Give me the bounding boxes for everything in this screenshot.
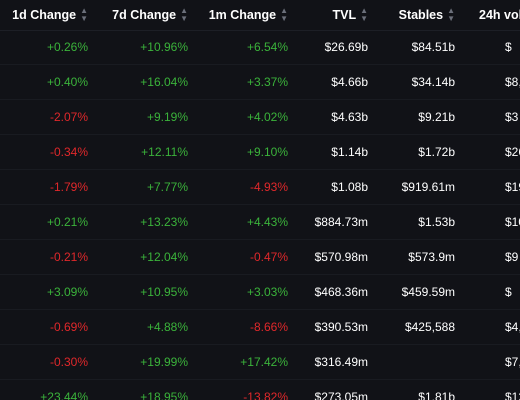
cell-stables: $425,588 [404,320,455,334]
table-row[interactable]: +23.44% +18.95% -13.82% $273.05m $1.81b … [0,380,520,400]
column-header-stables[interactable]: Stables ▲ ▼ [376,7,463,23]
cell-1d-change: +3.09% [46,285,88,299]
cell-stables: $1.72b [418,145,455,159]
sort-icon: ▲ ▼ [360,6,368,23]
cell-7d-change: +19.99% [140,355,188,369]
cell-stables: $459.59m [401,285,455,299]
column-header-24h-volume[interactable]: 24h volum [463,8,520,22]
cell-24h-volume: $3 [505,110,519,124]
cell-1d-change: -0.69% [49,320,88,334]
table-header: 1d Change ▲ ▼ 7d Change ▲ ▼ 1m Change ▲ ▼ T… [0,0,520,31]
table-row[interactable]: +0.21% +13.23% +4.43% $884.73m $1.53b $1… [0,205,520,240]
cell-24h-volume: $4,55 [505,320,520,334]
table-row[interactable]: -0.30% +19.99% +17.42% $316.49m $7,2 [0,345,520,380]
cell-1d-change: -0.21% [49,250,88,264]
cell-tvl: $316.49m [314,355,368,369]
cell-7d-change: +18.95% [140,390,188,400]
cell-24h-volume: $ [505,285,512,299]
column-label: 1m Change [208,8,277,22]
cell-1m-change: -0.47% [249,250,288,264]
cell-1m-change: +4.02% [246,110,288,124]
table-body: +0.26% +10.96% +6.54% $26.69b $84.51b $ … [0,30,520,400]
cell-1m-change: -13.82% [243,390,288,400]
cell-1m-change: +6.54% [246,40,288,54]
column-header-1m-change[interactable]: 1m Change ▲ ▼ [196,7,296,23]
cell-24h-volume: $26 [505,145,520,159]
table-row[interactable]: -0.69% +4.88% -8.66% $390.53m $425,588 $… [0,310,520,345]
table-row[interactable]: +3.09% +10.95% +3.03% $468.36m $459.59m … [0,275,520,310]
cell-7d-change: +10.95% [140,285,188,299]
cell-24h-volume: $10 [505,215,520,229]
cell-tvl: $1.14b [331,145,368,159]
sort-icon: ▲ ▼ [80,6,88,23]
cell-1d-change: -0.30% [49,355,88,369]
cell-1m-change: +4.43% [246,215,288,229]
sort-icon: ▲ ▼ [447,6,455,23]
cell-7d-change: +9.19% [146,110,188,124]
sort-icon: ▲ ▼ [280,6,288,23]
column-label: 7d Change [112,8,177,22]
cell-24h-volume: $7,2 [505,355,520,369]
cell-7d-change: +7.77% [146,180,188,194]
cell-tvl: $4.66b [331,75,368,89]
cell-1m-change: +17.42% [240,355,288,369]
cell-tvl: $26.69b [324,40,368,54]
cell-tvl: $884.73m [314,215,368,229]
table-row[interactable]: -1.79% +7.77% -4.93% $1.08b $919.61m $19 [0,170,520,205]
cell-7d-change: +10.96% [140,40,188,54]
column-header-1d-change[interactable]: 1d Change ▲ ▼ [0,7,96,23]
cell-24h-volume: $ [505,40,512,54]
cell-1m-change: +3.37% [246,75,288,89]
cell-1d-change: +0.21% [46,215,88,229]
cell-7d-change: +4.88% [146,320,188,334]
table-row[interactable]: -0.34% +12.11% +9.10% $1.14b $1.72b $26 [0,135,520,170]
cell-stables: $573.9m [408,250,455,264]
cell-7d-change: +12.11% [141,145,188,159]
cell-tvl: $468.36m [314,285,368,299]
cell-1m-change: +3.03% [246,285,288,299]
cell-1m-change: +9.10% [246,145,288,159]
cell-stables: $84.51b [411,40,455,54]
table-row[interactable]: +0.40% +16.04% +3.37% $4.66b $34.14b $8,… [0,65,520,100]
column-header-tvl[interactable]: TVL ▲ ▼ [296,7,376,23]
cell-tvl: $273.05m [314,390,368,400]
cell-7d-change: +13.23% [140,215,188,229]
table-row[interactable]: -2.07% +9.19% +4.02% $4.63b $9.21b $3 [0,100,520,135]
cell-1d-change: +0.26% [46,40,88,54]
cell-1m-change: -4.93% [249,180,288,194]
cell-stables: $34.14b [411,75,455,89]
cell-stables: $1.81b [418,390,455,400]
cell-24h-volume: $12 [505,390,520,400]
cell-tvl: $4.63b [331,110,368,124]
cell-stables: $9.21b [418,110,455,124]
sort-icon: ▲ ▼ [180,6,188,23]
cell-1d-change: -1.79% [49,180,88,194]
cell-7d-change: +16.04% [140,75,188,89]
column-label: 24h volum [479,8,520,22]
cell-1d-change: +23.44% [40,390,88,400]
column-label: TVL [332,8,357,22]
cell-stables: $1.53b [418,215,455,229]
column-label: 1d Change [12,8,77,22]
cell-stables: $919.61m [401,180,455,194]
table-row[interactable]: -0.21% +12.04% -0.47% $570.98m $573.9m $… [0,240,520,275]
cell-24h-volume: $9 [505,250,519,264]
cell-7d-change: +12.04% [140,250,188,264]
cell-24h-volume: $19 [505,180,520,194]
cell-tvl: $570.98m [314,250,368,264]
cell-1d-change: -0.34% [49,145,88,159]
table-row[interactable]: +0.26% +10.96% +6.54% $26.69b $84.51b $ [0,30,520,65]
cell-tvl: $390.53m [314,320,368,334]
column-header-7d-change[interactable]: 7d Change ▲ ▼ [96,7,196,23]
cell-1d-change: -2.07% [49,110,88,124]
column-label: Stables [398,8,444,22]
cell-1d-change: +0.40% [46,75,88,89]
cell-24h-volume: $8,5 [505,75,520,89]
cell-1m-change: -8.66% [249,320,288,334]
cell-tvl: $1.08b [331,180,368,194]
